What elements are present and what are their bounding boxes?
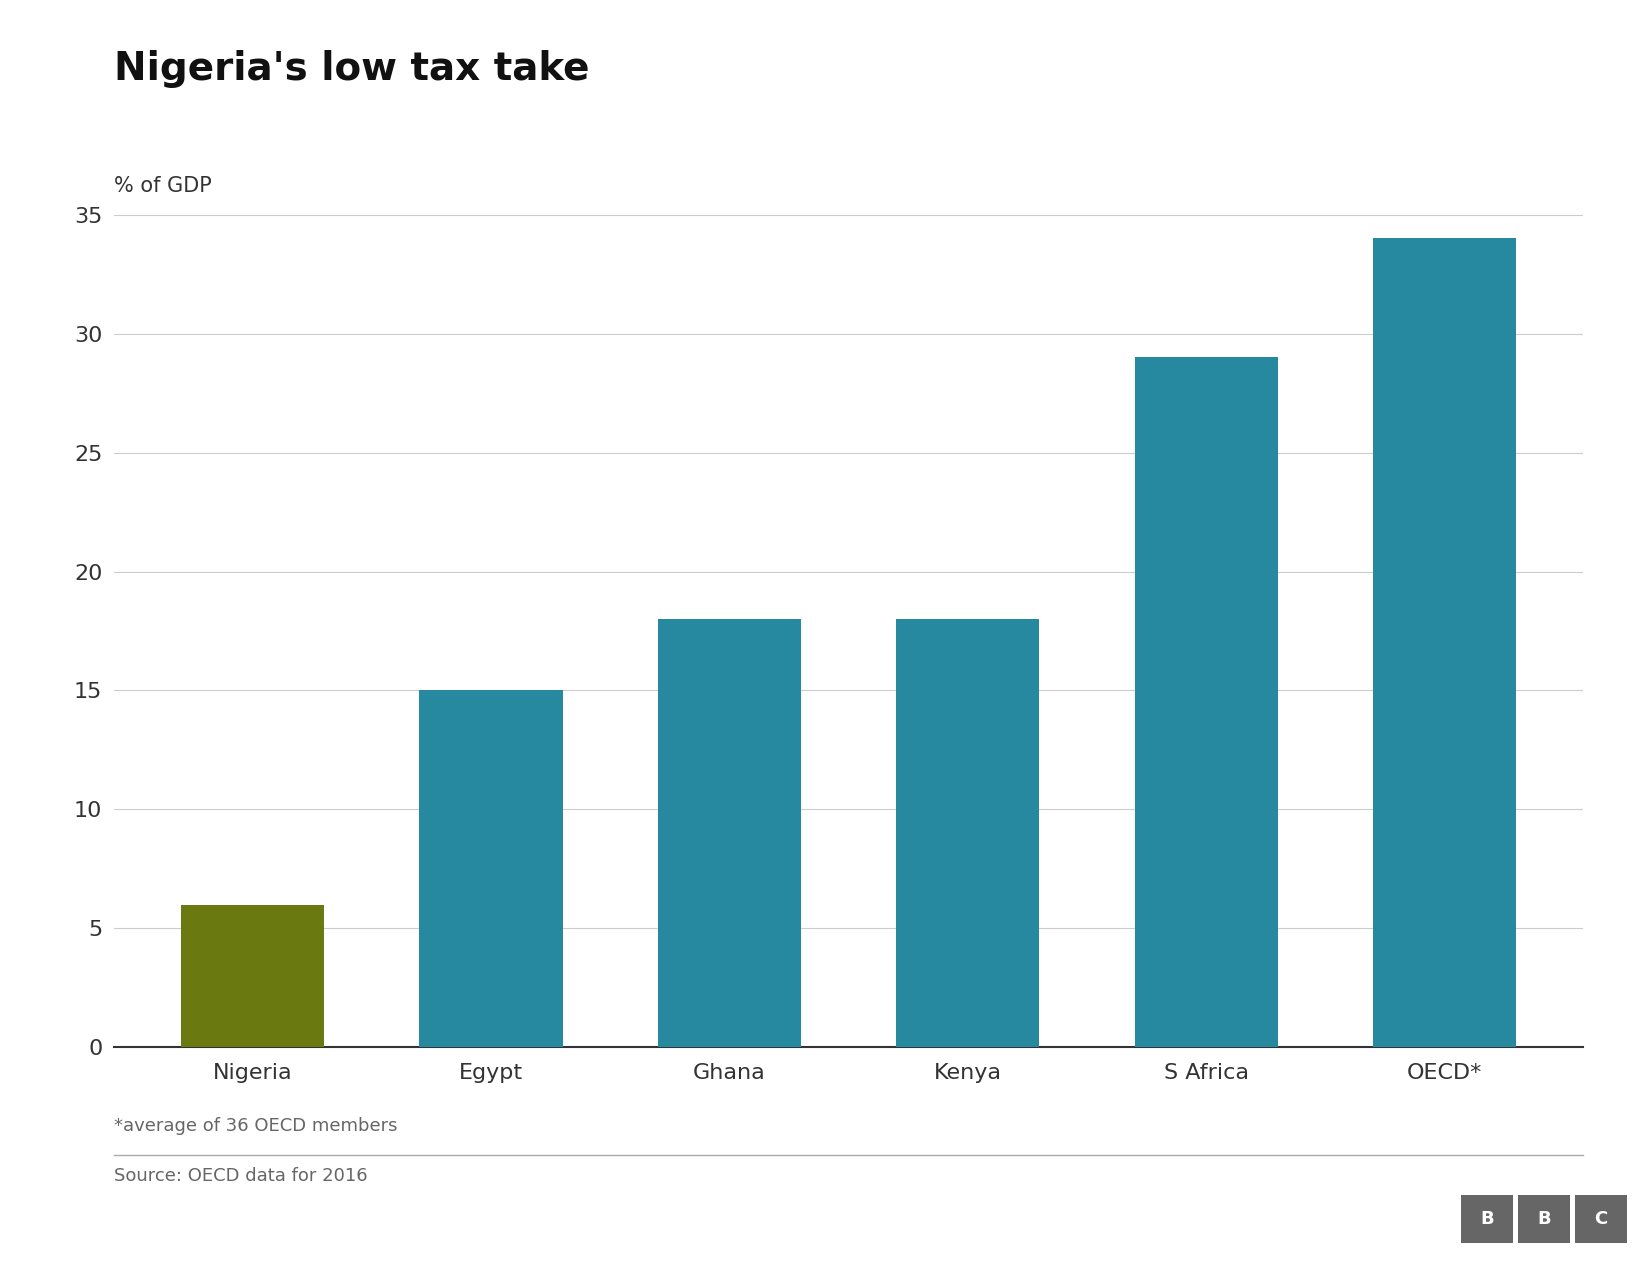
Text: B: B [1480, 1210, 1493, 1228]
Bar [658, 620, 801, 1047]
Bar [419, 690, 563, 1047]
Bar [181, 905, 325, 1047]
Text: B: B [1537, 1210, 1550, 1228]
Text: % of GDP: % of GDP [114, 175, 212, 196]
Text: *average of 36 OECD members: *average of 36 OECD members [114, 1117, 398, 1135]
Bar [1373, 239, 1516, 1047]
Bar [896, 620, 1040, 1047]
Text: C: C [1594, 1210, 1608, 1228]
Bar [1134, 357, 1278, 1047]
Text: Nigeria's low tax take: Nigeria's low tax take [114, 50, 589, 88]
Text: Source: OECD data for 2016: Source: OECD data for 2016 [114, 1167, 367, 1185]
